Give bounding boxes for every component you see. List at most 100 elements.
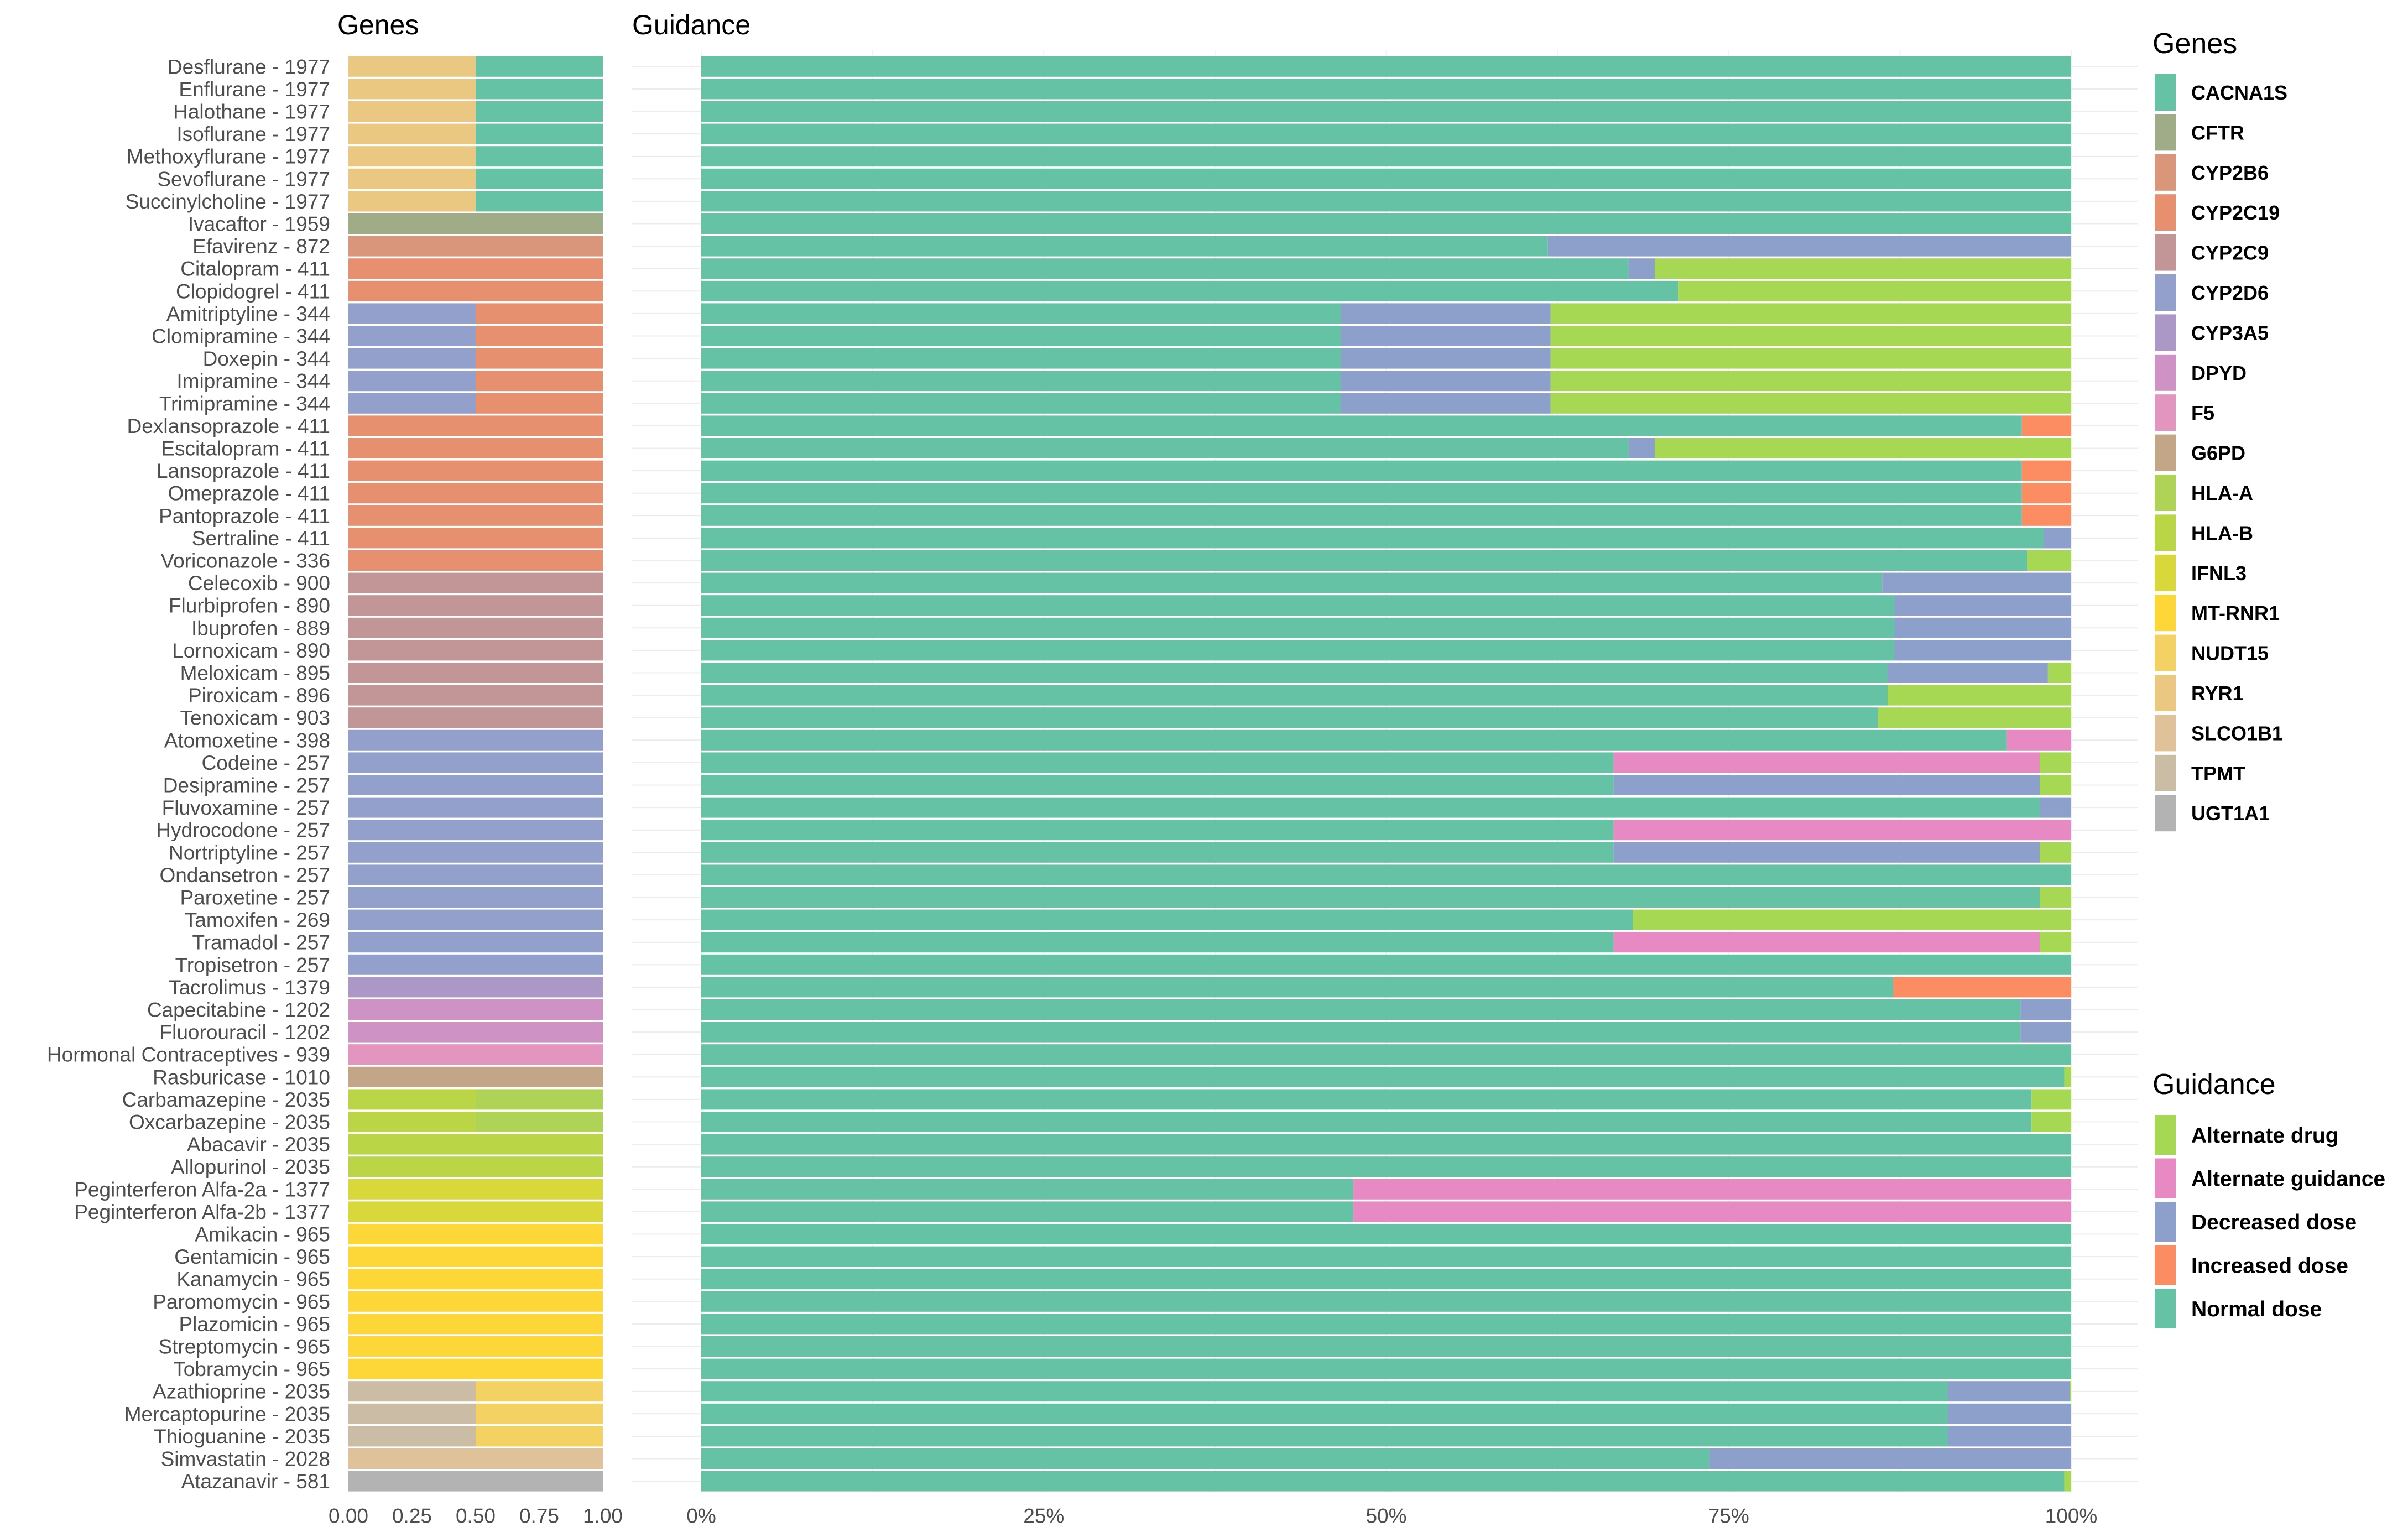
guidance-bar-mercaptopurine-2035-normal-dose xyxy=(701,1403,1948,1424)
guidance-bar-paroxetine-257-alternate-drug xyxy=(2040,887,2071,908)
gene-bar-dexlansoprazole-411-cyp2c19 xyxy=(348,415,603,436)
guidance-bar-halothane-1977-normal-dose xyxy=(701,101,2071,122)
guidance-bar-tropisetron-257-normal-dose xyxy=(701,954,2071,975)
gene-bar-allopurinol-2035-hla-b xyxy=(348,1156,603,1177)
guidance-bar-pantoprazole-411-increased-dose xyxy=(2021,505,2071,526)
guidance-bar-nortriptyline-257-decreased-dose xyxy=(1613,842,2040,863)
row-label-desflurane-1977: Desflurane - 1977 xyxy=(168,55,330,78)
legend-label-ugt1a1: UGT1A1 xyxy=(2191,802,2270,825)
guidance-bar-lansoprazole-411-normal-dose xyxy=(701,460,2022,481)
gene-bars xyxy=(348,56,603,1492)
row-label-meloxicam-895: Meloxicam - 895 xyxy=(180,662,330,685)
gene-bar-meloxicam-895-cyp2c9 xyxy=(348,663,603,683)
guidance-bar-tamoxifen-269-normal-dose xyxy=(701,909,1633,930)
guidance-bar-fluvoxamine-257-decreased-dose xyxy=(2040,797,2071,818)
gene-bar-plazomicin-965-mt-rnr1 xyxy=(348,1314,603,1335)
gene-bar-peginterferon-alfa-2b-1377-ifnl3 xyxy=(348,1201,603,1222)
legend-label-alternate-drug: Alternate drug xyxy=(2191,1124,2339,1148)
legend-label-cyp2b6: CYP2B6 xyxy=(2191,161,2269,184)
legend-swatch-decreased-dose xyxy=(2155,1202,2176,1242)
legend-label-cyp2d6: CYP2D6 xyxy=(2191,282,2269,304)
row-label-lornoxicam-890: Lornoxicam - 890 xyxy=(172,639,330,662)
legend-swatch-alternate-guidance xyxy=(2155,1158,2176,1198)
legend-swatch-ryr1 xyxy=(2155,675,2176,711)
guidance-bar-clomipramine-344-alternate-drug xyxy=(1550,326,2071,346)
legend-swatch-hla-a xyxy=(2155,475,2176,511)
gene-bar-paromomycin-965-mt-rnr1 xyxy=(348,1291,603,1312)
gene-bar-doxepin-344-cyp2d6 xyxy=(348,348,476,369)
guidance-bar-tenoxicam-903-normal-dose xyxy=(701,707,1878,728)
gene-bar-imipramine-344-cyp2d6 xyxy=(348,371,476,392)
row-label-clomipramine-344: Clomipramine - 344 xyxy=(152,325,330,348)
legend-genes: CACNA1S CFTR CYP2B6 CYP2C19 CYP2C9 CYP2D6 CYP3… xyxy=(2155,74,2287,832)
row-label-desipramine-257: Desipramine - 257 xyxy=(163,774,330,797)
legend-label-increased-dose: Increased dose xyxy=(2191,1254,2348,1278)
legend-label-g6pd: G6PD xyxy=(2191,442,2245,465)
gene-bar-escitalopram-411-cyp2c19 xyxy=(348,438,603,458)
guidance-bar-meloxicam-895-alternate-drug xyxy=(2047,663,2071,683)
row-label-amikacin-965: Amikacin - 965 xyxy=(195,1223,330,1246)
row-label-amitriptyline-344: Amitriptyline - 344 xyxy=(166,303,330,325)
guidance-bar-thioguanine-2035-normal-dose xyxy=(701,1426,1948,1447)
guidance-bar-voriconazole-336-alternate-drug xyxy=(2027,550,2071,571)
legend-label-dpyd: DPYD xyxy=(2191,362,2247,384)
row-label-hormonal-contraceptives-939: Hormonal Contraceptives - 939 xyxy=(47,1044,330,1066)
row-label-sertraline-411: Sertraline - 411 xyxy=(192,527,330,550)
gene-bar-isoflurane-1977-ryr1 xyxy=(348,123,476,144)
row-label-ivacaftor-1959: Ivacaftor - 1959 xyxy=(188,213,330,236)
gene-bar-succinylcholine-1977-ryr1 xyxy=(348,191,476,212)
row-label-celecoxib-900: Celecoxib - 900 xyxy=(188,572,330,595)
guidance-bar-fluorouracil-1202-normal-dose xyxy=(701,1022,2021,1043)
guidance-bar-imipramine-344-alternate-drug xyxy=(1550,371,2071,392)
guidance-bar-desflurane-1977-normal-dose xyxy=(701,56,2071,77)
row-label-peginterferon-alfa-2b-1377: Peginterferon Alfa-2b - 1377 xyxy=(74,1201,330,1223)
guidance-bar-nortriptyline-257-normal-dose xyxy=(701,842,1614,863)
row-label-capecitabine-1202: Capecitabine - 1202 xyxy=(147,999,330,1022)
row-label-piroxicam-896: Piroxicam - 896 xyxy=(188,684,330,707)
guidance-bar-meloxicam-895-decreased-dose xyxy=(1888,663,2048,683)
legend-swatch-tpmt xyxy=(2155,754,2176,791)
guidance-bar-carbamazepine-2035-normal-dose xyxy=(701,1089,2032,1110)
guidance-bar-escitalopram-411-decreased-dose xyxy=(1628,438,1655,458)
gene-x-tick-1-00: 1.00 xyxy=(583,1504,623,1527)
row-label-fluvoxamine-257: Fluvoxamine - 257 xyxy=(162,796,330,819)
row-label-streptomycin-965: Streptomycin - 965 xyxy=(158,1336,330,1358)
row-label-isoflurane-1977: Isoflurane - 1977 xyxy=(176,123,330,145)
legend-swatch-f5 xyxy=(2155,394,2176,431)
guidance-bar-piroxicam-896-normal-dose xyxy=(701,685,1888,706)
row-label-oxcarbazepine-2035: Oxcarbazepine - 2035 xyxy=(129,1111,330,1134)
guidance-bar-methoxyflurane-1977-normal-dose xyxy=(701,146,2071,167)
guidance-bar-hormonal-contraceptives-939-normal-dose xyxy=(701,1044,2071,1065)
gene-bar-gentamicin-965-mt-rnr1 xyxy=(348,1246,603,1267)
legend-swatch-cyp2c9 xyxy=(2155,234,2176,271)
gene-x-tick-0-50: 0.50 xyxy=(456,1504,496,1527)
gene-bar-tacrolimus-1379-cyp3a5 xyxy=(348,977,603,998)
gene-bar-pantoprazole-411-cyp2c19 xyxy=(348,505,603,526)
guidance-bar-citalopram-411-decreased-dose xyxy=(1628,258,1655,279)
row-label-mercaptopurine-2035: Mercaptopurine - 2035 xyxy=(124,1403,330,1425)
row-label-nortriptyline-257: Nortriptyline - 257 xyxy=(169,841,330,864)
legend-swatch-ugt1a1 xyxy=(2155,795,2176,832)
gene-bar-efavirenz-872-cyp2b6 xyxy=(348,236,603,257)
legend-swatch-cyp2d6 xyxy=(2155,274,2176,311)
guidance-x-tick-100: 100% xyxy=(2045,1504,2098,1527)
row-label-atazanavir-581: Atazanavir - 581 xyxy=(181,1470,330,1493)
gene-bar-mercaptopurine-2035-nudt15 xyxy=(476,1403,603,1424)
guidance-bar-omeprazole-411-increased-dose xyxy=(2021,483,2071,504)
guidance-bar-ibuprofen-889-normal-dose xyxy=(701,617,1895,638)
legend-label-slco1b1: SLCO1B1 xyxy=(2191,722,2283,744)
guidance-bar-meloxicam-895-normal-dose xyxy=(701,663,1888,683)
guidance-bar-mercaptopurine-2035-decreased-dose xyxy=(1948,1403,2071,1424)
row-label-peginterferon-alfa-2a-1377: Peginterferon Alfa-2a - 1377 xyxy=(74,1178,330,1201)
gene-bar-rasburicase-1010-g6pd xyxy=(348,1066,603,1087)
gene-bar-desipramine-257-cyp2d6 xyxy=(348,775,603,795)
legend-guidance: Alternate drug Alternate guidance Decrease… xyxy=(2155,1115,2385,1328)
legend-label-cftr: CFTR xyxy=(2191,121,2244,144)
row-label-rasburicase-1010: Rasburicase - 1010 xyxy=(153,1066,330,1088)
gene-bar-carbamazepine-2035-hla-a xyxy=(476,1089,603,1110)
guidance-bar-amitriptyline-344-normal-dose xyxy=(701,303,1341,324)
guidance-bar-nortriptyline-257-alternate-drug xyxy=(2040,842,2071,863)
guidance-bar-plazomicin-965-normal-dose xyxy=(701,1314,2071,1335)
gene-bar-azathioprine-2035-tpmt xyxy=(348,1381,476,1402)
guidance-x-axis: 0% 25% 50% 75% 100% xyxy=(686,1504,2097,1527)
